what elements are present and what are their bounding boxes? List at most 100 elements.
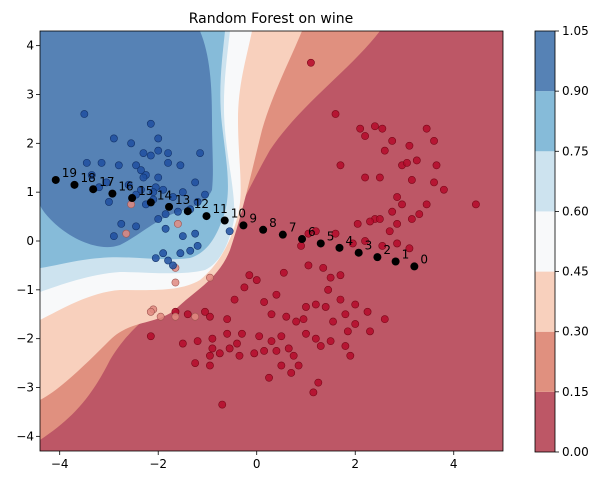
class-mid-point — [191, 312, 200, 321]
class-0-point — [302, 329, 310, 338]
class-0-point — [366, 217, 374, 226]
class-1-point — [196, 149, 204, 157]
class-1-point — [109, 232, 118, 241]
class-0-point — [363, 307, 372, 316]
class-1-point — [132, 161, 140, 170]
class-1-point — [114, 161, 123, 170]
class-mid-point — [174, 220, 182, 228]
class-0-point — [233, 339, 241, 348]
class-0-point — [393, 220, 402, 228]
class-0-point — [380, 315, 389, 324]
class-0-point — [279, 268, 288, 277]
y-tick-label: 2 — [26, 136, 34, 150]
path-point — [373, 253, 382, 262]
class-mid-points — [122, 200, 214, 321]
path-point — [220, 216, 229, 225]
class-1-point — [97, 158, 106, 167]
class-0-point — [356, 124, 365, 133]
class-0-point — [206, 351, 214, 360]
class-0-point — [223, 329, 232, 338]
class-0-point — [245, 271, 254, 280]
class-0-point — [183, 310, 192, 319]
class-1-point — [87, 171, 96, 179]
class-0-point — [299, 315, 308, 324]
path-point-label: 10 — [231, 206, 246, 220]
class-1-point — [176, 249, 185, 258]
colorbar-band — [535, 271, 555, 332]
class-0-point — [223, 315, 232, 324]
y-tick-label: −3 — [16, 381, 34, 395]
colorbar-tick-label: 0.15 — [562, 385, 589, 399]
class-1-point — [174, 207, 182, 216]
class-1-point — [161, 224, 170, 233]
class-1-point — [191, 229, 200, 238]
class-mid-point — [171, 278, 180, 287]
colorbar-tick-label: 0.00 — [562, 445, 589, 459]
class-0-point — [348, 239, 357, 248]
x-axis: −4 −2 0 2 4 — [51, 451, 458, 471]
class-0-point — [353, 220, 362, 228]
colorbar: 0.00 0.15 0.30 0.45 0.60 0.75 0.90 1.05 — [534, 24, 589, 459]
class-0-point — [336, 161, 345, 170]
class-1-point — [154, 215, 163, 223]
class-0-point — [178, 339, 187, 348]
class-1-point — [159, 185, 168, 194]
class-0-point — [324, 285, 333, 294]
colorbar-tick-label: 0.60 — [562, 204, 589, 218]
class-0-point — [378, 241, 387, 250]
class-0-point — [267, 337, 276, 346]
class-0-point — [321, 303, 330, 311]
path-point — [239, 221, 248, 230]
class-0-point — [191, 359, 200, 367]
class-0-point — [432, 161, 441, 170]
class-0-point — [351, 320, 360, 328]
class-0-point — [407, 215, 416, 223]
path-point-label: 16 — [118, 180, 133, 194]
path-point-label: 5 — [327, 229, 335, 243]
class-1-point — [164, 256, 172, 265]
class-0-point — [375, 173, 384, 182]
colorbar-tick-label: 0.90 — [562, 84, 589, 98]
y-axis: −4 −3 −2 −1 0 1 2 3 4 — [16, 39, 40, 443]
colorbar-band — [535, 331, 555, 392]
path-point-label: 14 — [157, 188, 172, 202]
class-1-point — [146, 119, 155, 128]
colorbar-tick-label: 1.05 — [562, 24, 589, 38]
class-0-point — [215, 349, 224, 358]
class-0-point — [260, 346, 269, 355]
path-point-label: 4 — [345, 234, 353, 248]
class-0-point — [422, 124, 431, 133]
colorbar-band — [535, 31, 555, 92]
class-mid-point — [146, 307, 155, 316]
path-point — [128, 194, 137, 203]
class-0-point — [250, 349, 259, 358]
class-0-point — [206, 312, 214, 321]
class-1-point — [146, 151, 155, 160]
class-0-point — [351, 300, 360, 309]
class-1-point — [169, 261, 177, 270]
path-point — [278, 230, 287, 239]
class-0-point — [341, 310, 350, 319]
class-0-point — [314, 378, 323, 387]
class-1-point — [132, 222, 140, 231]
path-point — [391, 257, 400, 266]
path-point-label: 7 — [289, 221, 297, 235]
class-0-point — [405, 244, 414, 253]
class-1-point — [139, 173, 148, 182]
class-0-point — [412, 156, 421, 165]
colorbar-tick-label: 0.75 — [562, 144, 589, 158]
path-point — [70, 180, 79, 189]
path-point — [259, 225, 268, 234]
colorbar-band — [535, 151, 555, 212]
path-point-label: 11 — [212, 202, 227, 216]
path-point — [89, 185, 98, 194]
class-0-point — [439, 185, 448, 194]
path-point-label: 13 — [175, 193, 190, 207]
path-point-label: 0 — [420, 252, 428, 266]
class-0-point — [405, 141, 414, 150]
y-tick-label: −4 — [16, 429, 34, 443]
x-tick-label: 4 — [450, 457, 458, 471]
x-tick-label: 2 — [351, 457, 359, 471]
class-0-point — [331, 229, 340, 238]
